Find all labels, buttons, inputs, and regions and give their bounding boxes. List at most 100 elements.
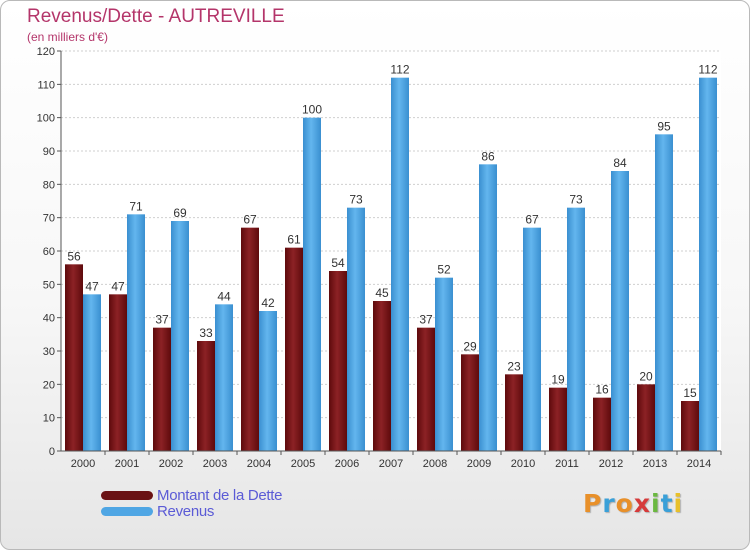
bar-revenus [171,221,189,451]
logo-letter: r [602,489,616,518]
data-label-dette: 16 [595,383,609,397]
data-label-revenus: 112 [390,63,409,77]
x-tick-label: 2013 [643,458,667,470]
data-label-revenus: 67 [525,213,539,227]
logo-letter: P [583,489,603,518]
data-label-revenus: 112 [698,63,717,77]
data-label-revenus: 100 [302,103,322,117]
logo-letter: t [660,489,674,518]
bar-dette [681,401,699,451]
bar-revenus [303,117,321,452]
data-label-dette: 33 [199,326,213,340]
x-tick-label: 2003 [203,458,227,470]
bar-revenus [479,164,497,452]
bar-revenus [347,207,365,451]
bar-revenus [435,277,453,451]
y-tick-label: 50 [43,279,55,291]
bar-revenus [259,311,277,451]
data-label-revenus: 73 [569,193,583,207]
bar-revenus [83,294,101,451]
bar-dette [241,227,259,451]
bar-dette [549,387,567,451]
data-label-dette: 20 [639,369,653,383]
bar-revenus [523,227,541,451]
data-label-revenus: 42 [261,296,275,310]
legend-label-revenus: Revenus [157,502,215,520]
x-tick-label: 2010 [511,458,535,470]
y-tick-label: 0 [49,446,55,458]
y-tick-label: 110 [37,79,55,91]
bar-dette [153,327,171,451]
data-label-dette: 45 [375,286,389,300]
y-tick-label: 20 [43,379,55,391]
data-label-revenus: 73 [349,193,363,207]
data-label-dette: 67 [243,213,257,227]
bar-revenus [655,134,673,452]
x-tick-label: 2007 [379,458,403,470]
x-tick-label: 2005 [291,458,315,470]
x-tick-label: 2001 [115,458,139,470]
data-label-dette: 37 [419,313,433,327]
logo-letter: i [673,489,684,518]
bar-dette [329,271,347,451]
data-label-dette: 29 [463,339,477,353]
data-label-revenus: 52 [437,263,451,277]
data-label-revenus: 84 [613,156,627,170]
x-tick-label: 2002 [159,458,183,470]
bar-dette [593,397,611,451]
y-tick-label: 80 [43,179,55,191]
y-tick-label: 10 [43,413,55,425]
chart-title: Revenus/Dette - AUTREVILLE [27,6,285,27]
data-label-revenus: 69 [173,206,187,220]
y-tick-label: 100 [37,113,55,125]
data-label-dette: 61 [287,233,301,247]
y-tick-label: 60 [43,246,55,258]
logo-letter: o [615,489,634,518]
chart-subtitle: (en milliers d'€) [27,30,108,44]
data-label-revenus: 71 [129,199,143,213]
data-label-revenus: 86 [481,149,495,163]
bar-revenus [391,77,409,452]
bar-dette [637,384,655,451]
bar-dette [373,301,391,451]
data-label-dette: 54 [331,256,345,270]
logo-letter: x [633,489,651,518]
data-label-revenus: 47 [85,279,99,293]
legend-label-debt: Montant de la Dette [157,486,283,504]
bar-dette [461,354,479,451]
logo-letter: i [651,489,661,518]
y-tick-label: 90 [43,146,55,158]
data-label-dette: 47 [111,279,125,293]
legend-swatch-debt [101,490,153,500]
bar-dette [285,247,303,451]
bar-dette [197,341,215,451]
bar-revenus [215,304,233,451]
data-label-dette: 56 [67,249,81,263]
legend-item-revenus: Revenus [101,502,282,520]
proxiti-logo: Proxiti [583,489,683,518]
bar-dette [65,264,83,451]
bar-dette [505,374,523,451]
data-label-dette: 15 [683,386,697,400]
y-tick-label: 70 [43,213,55,225]
x-tick-label: 2011 [555,458,579,470]
bar-revenus [611,171,629,451]
chart-legend: Montant de la Dette Revenus [101,486,283,520]
x-tick-label: 2006 [335,458,359,470]
data-label-dette: 19 [551,373,565,387]
y-tick-label: 120 [37,46,55,58]
x-tick-label: 2000 [71,458,95,470]
y-tick-label: 40 [43,313,55,325]
x-tick-label: 2004 [247,458,271,470]
legend-swatch-revenus [101,506,153,516]
x-tick-label: 2009 [467,458,491,470]
data-label-dette: 37 [155,313,169,327]
x-tick-label: 2008 [423,458,447,470]
bar-revenus [699,77,717,452]
y-tick-label: 30 [43,346,55,358]
bar-revenus [127,214,145,451]
bar-dette [109,294,127,451]
data-label-dette: 23 [507,359,521,373]
